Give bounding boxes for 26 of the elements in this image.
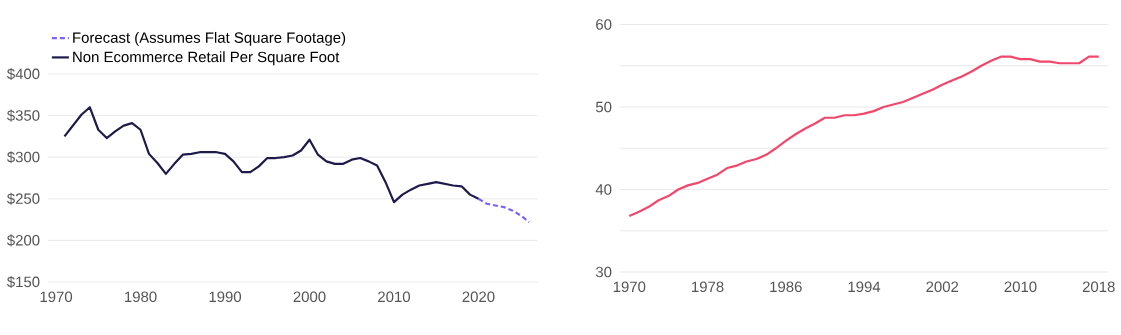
y-tick-label: $400 [6,67,40,81]
x-tick-label: 1980 [125,291,157,303]
x-tick-label: 1990 [209,291,242,303]
x-tick-label: 2020 [462,291,495,303]
x-tick-label: 2010 [1004,281,1037,293]
x-tick-label: 1994 [848,281,881,293]
y-tick-label: $300 [6,151,40,164]
y-tick-label: 30 [595,266,612,278]
x-tick-label: 2010 [378,291,410,303]
x-tick-label: 1978 [692,281,724,293]
x-tick-label: 1986 [770,281,802,293]
y-tick-label: 40 [595,184,612,195]
legend-label: Forecast (Assumes Flat Square Footage) [73,31,346,46]
y-tick-label: $150 [6,275,40,289]
x-tick-label: 2000 [293,291,326,303]
legend-label: Non Ecommerce Retail Per Square Foot [73,51,340,66]
x-tick-label: 2002 [926,281,959,293]
x-tick-label: 2018 [1082,281,1115,293]
y-tick-label: $250 [6,192,40,205]
y-tick-label: $200 [6,234,40,247]
x-tick-label: 1970 [40,291,73,303]
y-tick-label: $350 [6,109,40,122]
line-series [477,197,531,224]
x-tick-label: 1970 [613,281,646,293]
y-tick-label: 50 [595,101,612,113]
y-tick-label: 60 [596,19,612,30]
